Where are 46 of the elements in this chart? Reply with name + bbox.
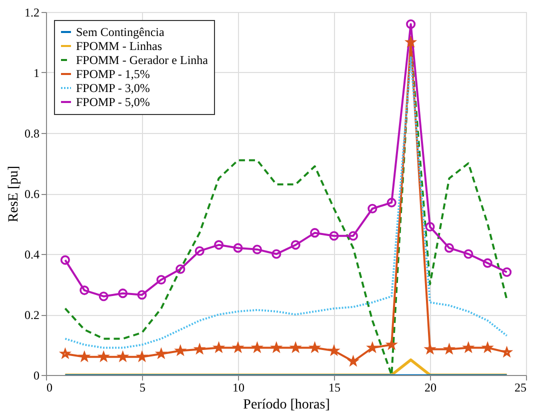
y-tick-label: 0.6 — [24, 187, 40, 201]
y-tick-label: 0.8 — [24, 126, 40, 140]
x-tick-label: 10 — [232, 380, 244, 394]
legend-label: FPOMP - 3,0% — [76, 81, 150, 95]
legend-label: Sem Contingência — [76, 25, 165, 39]
point — [80, 286, 90, 296]
point — [137, 290, 147, 300]
point — [502, 267, 512, 277]
x-axis-title: Período [horas] — [243, 398, 330, 412]
point — [482, 258, 492, 268]
point — [329, 231, 339, 241]
point — [98, 292, 108, 302]
point — [425, 222, 435, 232]
x-tick-label: 15 — [328, 380, 340, 394]
point — [156, 274, 166, 284]
x-tick-label: 0 — [46, 380, 52, 394]
point — [194, 246, 204, 256]
point — [310, 228, 320, 238]
y-tick-label: 1.2 — [24, 6, 40, 20]
point — [348, 231, 358, 241]
legend-label: FPOMP - 5,0% — [76, 95, 150, 109]
point — [252, 244, 262, 254]
point — [214, 240, 224, 250]
legend-label: FPOMM - Linhas — [76, 39, 162, 53]
point — [233, 243, 243, 253]
y-tick-label: 0.4 — [24, 248, 40, 262]
point — [118, 288, 128, 298]
point — [464, 249, 474, 259]
point — [176, 264, 186, 274]
y-axis-title: ResE [pu] — [6, 166, 22, 222]
legend-label: FPOMP - 1,5% — [76, 67, 150, 81]
x-tick-label: 5 — [140, 380, 146, 394]
point — [386, 198, 396, 208]
point — [444, 243, 454, 253]
point — [406, 19, 416, 29]
point — [368, 204, 378, 214]
y-tick-label: 0 — [34, 368, 40, 382]
x-tick-label: 20 — [424, 380, 436, 394]
point — [272, 249, 282, 259]
y-tick-label: 0.2 — [24, 308, 40, 322]
legend-label: FPOMM - Gerador e Linha — [76, 53, 209, 67]
y-tick-label: 1 — [34, 66, 40, 80]
point — [290, 240, 300, 250]
point — [60, 255, 70, 265]
point — [425, 344, 435, 354]
x-tick-label: 25 — [514, 380, 526, 394]
